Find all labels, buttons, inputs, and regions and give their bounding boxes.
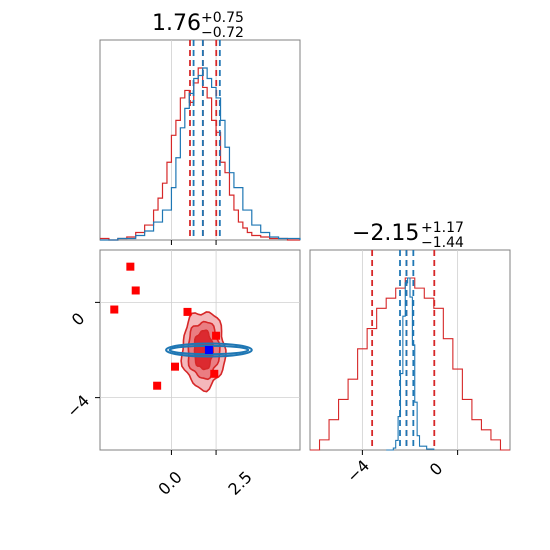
blue-point [204,346,213,354]
joint-contours [110,262,253,393]
x-param-title-minus: −0.72 [201,25,244,41]
joint-panel [99,249,301,451]
red-point-3 [153,381,162,390]
red-contour-2 [193,329,215,371]
red-point-6 [212,331,221,340]
joint-x-tick-label-1: 2.5 [224,467,255,498]
x-marginal-hist-0 [100,67,300,241]
x-marginal-panel [99,39,301,241]
joint-y-tick-label-0: −4 [63,391,93,421]
joint-x-tick-label-0: 0.0 [154,467,185,498]
y-param-title-plus: +1.17 [421,220,464,236]
y-param-title-minus: −1.44 [421,235,464,251]
y-marginal-x-tick-label-1: 0 [426,459,447,480]
y-marginal-x-tick-label-0: −4 [343,456,373,486]
x-param-title-plus: +0.75 [201,10,244,26]
y-marginal-panel [309,249,511,451]
blue-contour-0 [165,342,253,358]
x-param-title: 1.76 [152,11,201,36]
y-marginal-hist-1 [386,277,435,451]
red-point-0 [110,305,119,314]
y-marginal-histograms [310,250,510,451]
x-marginal-histograms [100,40,301,241]
axis-ticks [95,240,459,455]
red-point-4 [171,362,179,371]
red-point-7 [210,369,219,378]
blue-contour-1 [168,344,250,356]
x-marginal-hist-1 [100,67,301,241]
red-point-1 [131,286,140,295]
red-point-2 [126,262,135,271]
y-param-title: −2.15 [352,221,419,246]
y-marginal-hist-0 [310,277,510,451]
red-point-5 [183,307,192,316]
joint-y-tick-label-1: 0 [68,309,89,330]
